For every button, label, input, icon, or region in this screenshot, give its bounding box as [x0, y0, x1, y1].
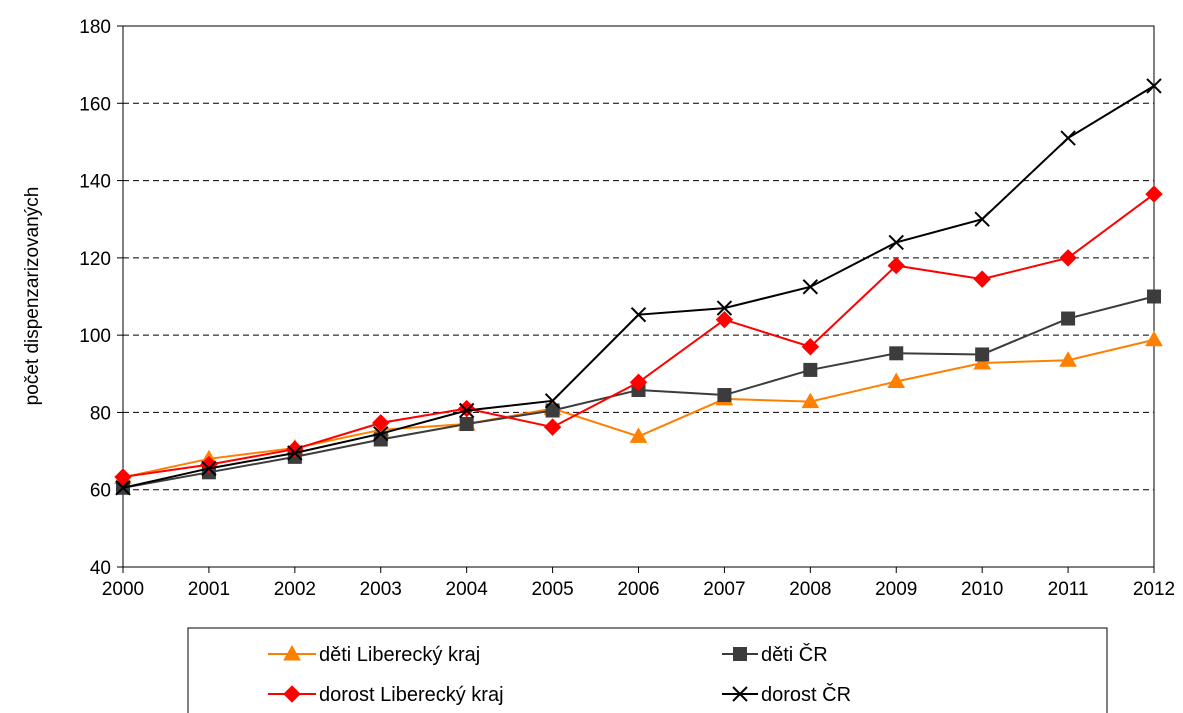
series-2-point-2012 — [1147, 289, 1161, 304]
plot-area-frame — [122, 25, 1155, 568]
series-4-point-2012-stroke-b — [1146, 78, 1162, 94]
series-4-point-2003 — [373, 425, 389, 442]
y-tick-label-80: 80 — [90, 403, 111, 424]
y-tick-label-120: 120 — [79, 249, 111, 270]
series-4-point-2002-stroke-b — [287, 445, 303, 461]
series-3-point-2004 — [457, 399, 476, 418]
series-4-point-2009-stroke-b — [888, 234, 904, 251]
series-3-point-2000 — [114, 468, 132, 486]
legend-item-3: dorost Liberecký kraj — [268, 684, 504, 706]
x-tick-label-2011: 2011 — [1048, 579, 1089, 600]
x-tick-label-2006: 2006 — [617, 579, 659, 600]
series-2-point-2004 — [459, 417, 474, 432]
legend-item-1: děti Liberecký kraj — [268, 644, 480, 666]
series-3-point-2007 — [715, 310, 734, 329]
series-4-point-2001 — [201, 460, 217, 477]
series-3-point-2005 — [543, 418, 562, 436]
x-tick-label-2010: 2010 — [961, 579, 1003, 600]
series-1-point-2010 — [973, 353, 992, 370]
legend-marker-2 — [733, 647, 747, 661]
series-1-point-2011 — [1059, 351, 1077, 367]
series-1-point-2008 — [801, 392, 820, 409]
series-3-point-2011 — [1059, 249, 1077, 267]
legend-label-4: dorost ČR — [761, 683, 851, 706]
y-tick-label-60: 60 — [90, 481, 111, 502]
series-4-point-2006-stroke-b — [630, 306, 647, 323]
y-tick-label-140: 140 — [79, 172, 111, 193]
x-tick-label-2004: 2004 — [446, 579, 489, 600]
legend: děti Liberecký kraj děti ČR dorost Liberec… — [187, 627, 1108, 713]
legend-marker-4 — [732, 686, 748, 702]
series-4-point-2008-stroke-b — [802, 279, 819, 295]
legend-label-3: dorost Liberecký kraj — [319, 684, 504, 706]
y-axis-title: počet dispenzarizovaných — [22, 187, 43, 406]
x-tick-label-2012: 2012 — [1133, 579, 1175, 600]
series-4-point-2009 — [888, 234, 904, 251]
series-2-point-2011 — [1061, 311, 1076, 326]
series-4-point-2005 — [544, 393, 561, 409]
x-tick-label-2008: 2008 — [789, 579, 831, 600]
series-4-point-2002 — [287, 445, 303, 461]
legend-label-1: děti Liberecký kraj — [319, 644, 480, 666]
y-tick-label-100: 100 — [79, 326, 111, 347]
series-4-point-2011-stroke-b — [1060, 130, 1076, 146]
x-tick-label-2002: 2002 — [274, 579, 316, 600]
series-2-point-2010 — [975, 347, 990, 362]
series-4-point-2010-stroke-b — [974, 211, 990, 227]
y-tick-label-40: 40 — [90, 558, 111, 579]
series-4 — [115, 78, 1162, 496]
gridlines — [123, 102, 1154, 491]
x-tick-label-2007: 2007 — [703, 579, 745, 600]
y-tick-label-160: 160 — [79, 94, 111, 115]
series-2-point-2005 — [545, 403, 560, 418]
series-3-point-2006 — [629, 373, 648, 391]
x-tick-label-2001: 2001 — [188, 579, 230, 600]
series-4-point-2007 — [716, 300, 733, 316]
series-1-point-2012 — [1145, 330, 1163, 347]
legend-marker-3 — [283, 685, 301, 703]
series-4-point-2000 — [115, 480, 131, 496]
series-2-point-2008 — [803, 362, 818, 377]
series-4-point-2003-stroke-b — [373, 425, 389, 442]
x-axis-ticks: 2000 2001 2002 2003 2004 2005 2006 2007 2008 2009… — [102, 567, 1175, 600]
series-4-point-2010 — [974, 211, 990, 227]
series-3-point-2009 — [887, 256, 905, 275]
series-4-point-2004-stroke-b — [458, 402, 475, 419]
series-4-point-2005-stroke-b — [544, 393, 561, 409]
series-3-point-2003 — [372, 414, 390, 432]
series-4-point-2006 — [630, 306, 647, 323]
series-4-point-2008 — [802, 279, 819, 295]
series-4-point-2012 — [1146, 78, 1162, 94]
series-layer — [114, 78, 1163, 496]
x-tick-label-2003: 2003 — [360, 579, 402, 600]
series-2-point-2009 — [889, 346, 904, 361]
series-3-point-2008 — [801, 338, 820, 356]
legend-item-4: dorost ČR — [722, 683, 851, 706]
legend-marker-1 — [283, 644, 301, 661]
series-1-point-2009 — [887, 372, 906, 389]
series-4-point-2011 — [1060, 130, 1076, 146]
series-4-point-2000-stroke-b — [115, 480, 131, 496]
series-4-point-2001-stroke-b — [201, 460, 217, 477]
x-tick-label-2009: 2009 — [875, 579, 917, 600]
series-2-point-2007 — [717, 388, 732, 403]
series-1-point-2006 — [629, 427, 648, 443]
legend-item-2: děti ČR — [722, 643, 828, 666]
y-axis-ticks: 40 60 80 100 120 140 160 180 — [79, 17, 123, 579]
series-4-point-2007-stroke-b — [716, 300, 733, 316]
series-3-point-2010 — [973, 270, 991, 288]
x-tick-label-2000: 2000 — [102, 579, 144, 600]
x-tick-label-2005: 2005 — [531, 579, 573, 600]
y-tick-label-180: 180 — [79, 17, 111, 38]
legend-marker-4-stroke-b — [732, 686, 748, 702]
series-4-point-2004 — [458, 402, 475, 419]
legend-frame — [187, 627, 1108, 713]
series-2 — [116, 289, 1161, 495]
series-3-point-2012 — [1145, 185, 1163, 203]
legend-label-2: děti ČR — [761, 643, 828, 666]
